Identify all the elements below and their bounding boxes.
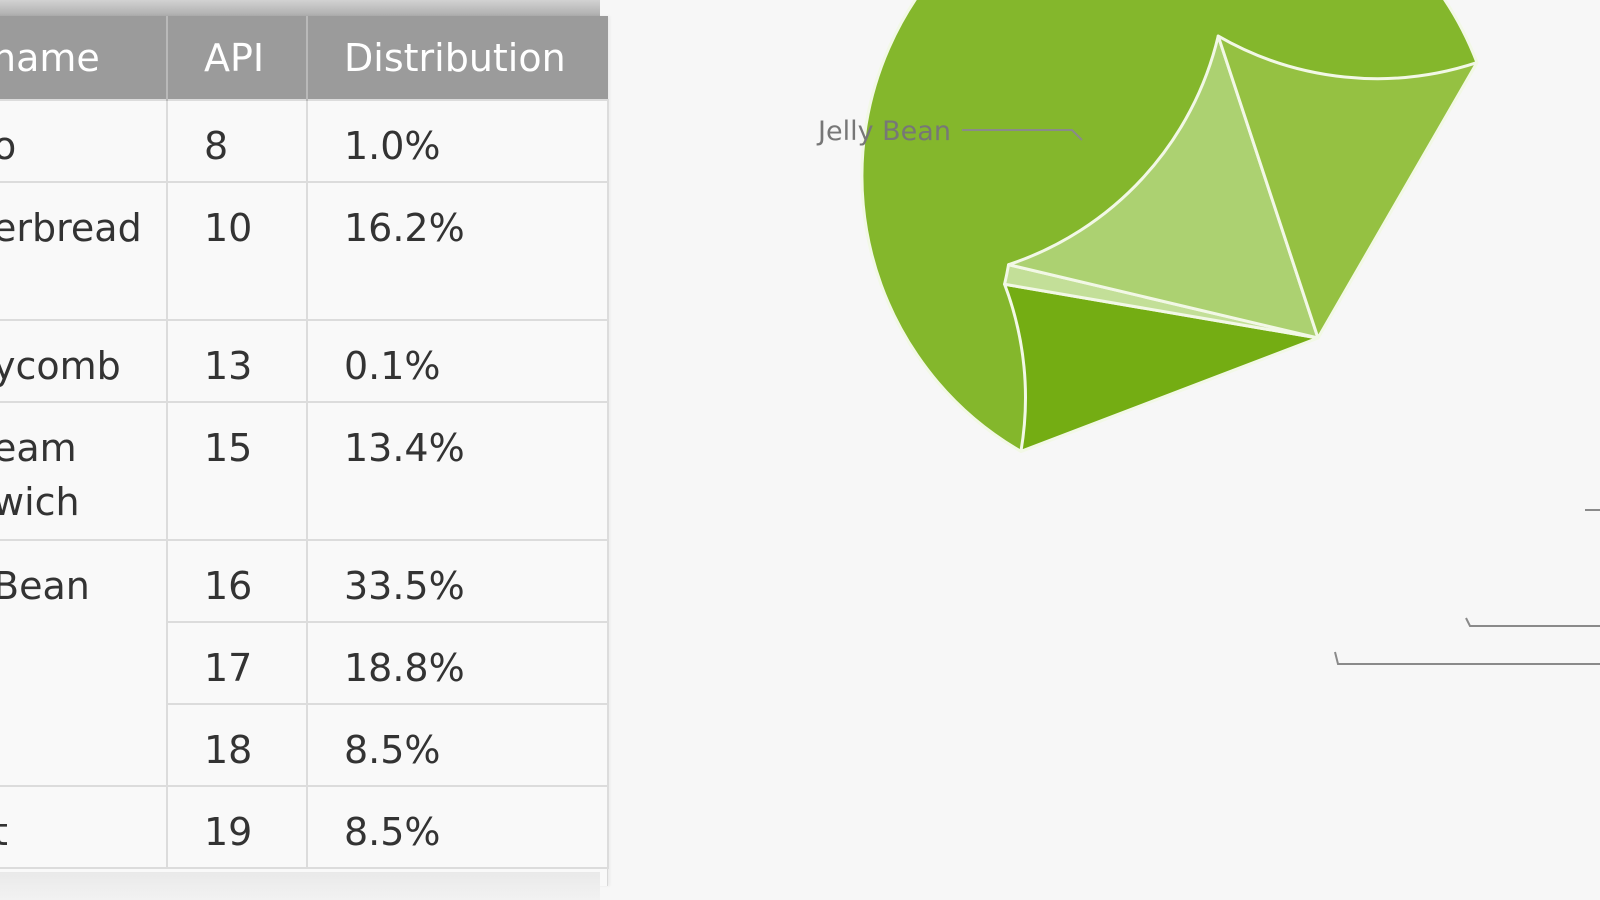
cell-api: 17 <box>166 621 308 705</box>
pie-slice-3 <box>1007 34 1320 340</box>
table-row: 17 18.8% <box>0 621 609 705</box>
table-row: 18 8.5% <box>0 703 609 787</box>
cell-api: 13 <box>166 319 308 403</box>
header-api: API <box>167 16 308 100</box>
cell-name-line: t <box>0 805 165 859</box>
top-shadow <box>0 0 600 18</box>
cell-api: 15 <box>166 401 308 541</box>
cell-distribution: 1.0% <box>306 99 609 183</box>
cell-name: erbread <box>0 181 168 321</box>
table-row: ycomb 13 0.1% <box>0 319 609 403</box>
distribution-table-container: name API Distribution o 8 1.0% erbread 1… <box>0 16 609 886</box>
pie-slice-4 <box>1216 34 1479 340</box>
table-header-row: name API Distribution <box>0 16 608 100</box>
cell-name-line: ycomb <box>0 344 121 388</box>
table-row: erbread 10 16.2% <box>0 181 609 321</box>
bottom-shadow <box>0 872 600 900</box>
cell-name: ycomb <box>0 319 168 403</box>
leader-line-lower <box>1465 617 1600 627</box>
pie-slices <box>860 0 1479 453</box>
cell-name-line: wich <box>0 480 80 524</box>
cell-api: 16 <box>166 539 308 623</box>
cell-name: Bean <box>0 539 168 787</box>
cell-api: 8 <box>166 99 308 183</box>
table-row: t 19 8.5% <box>0 785 609 869</box>
cell-api: 18 <box>166 703 308 787</box>
leader-line-jelly-bean <box>962 129 1083 141</box>
cell-name: eam wich <box>0 401 168 541</box>
cell-api: 10 <box>166 181 308 321</box>
pie-leader-lines <box>962 129 1600 665</box>
cell-distribution: 18.8% <box>306 621 609 705</box>
cell-distribution: 16.2% <box>306 181 609 321</box>
cell-distribution: 0.1% <box>306 319 609 403</box>
cell-api: 19 <box>166 785 308 869</box>
distribution-table: name API Distribution o 8 1.0% erbread 1… <box>0 16 609 869</box>
cell-distribution: 8.5% <box>306 785 609 869</box>
cell-name-line: erbread <box>0 206 142 250</box>
cell-name: t <box>0 785 168 869</box>
leader-line-bottom <box>1334 651 1600 665</box>
cell-name: o <box>0 99 168 183</box>
table-row: Bean 16 33.5% <box>0 539 609 787</box>
cell-distribution: 33.5% <box>306 539 609 623</box>
cell-name-line: eam <box>0 426 77 470</box>
cell-distribution: 8.5% <box>306 703 609 787</box>
cell-name-line: Bean <box>0 564 90 608</box>
header-name: name <box>0 16 168 100</box>
table-row: eam wich 15 13.4% <box>0 401 609 541</box>
cell-distribution: 13.4% <box>306 401 609 541</box>
cell-name-line: o <box>0 119 165 173</box>
table-row: o 8 1.0% <box>0 99 609 183</box>
slice-label: Jelly Bean <box>816 116 951 147</box>
header-distribution: Distribution <box>307 16 608 100</box>
